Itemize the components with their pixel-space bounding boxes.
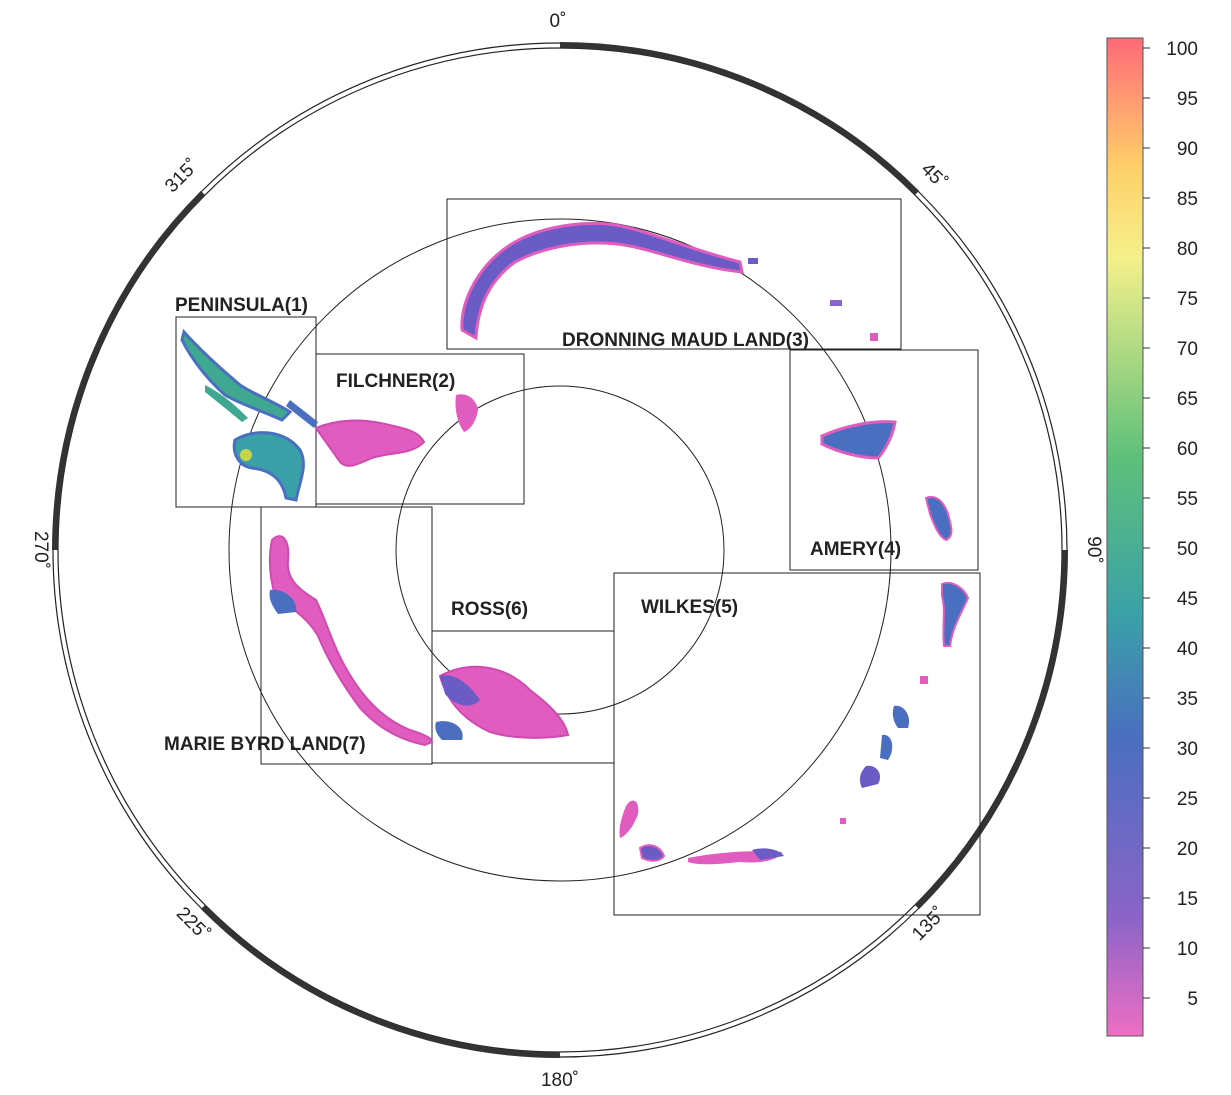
colorbar-tick-label: 30 xyxy=(1177,739,1198,760)
marie-byrd-coast-blob xyxy=(268,535,434,747)
amery-east-blob xyxy=(924,496,953,542)
lon-label-90: 90˚ xyxy=(1083,536,1104,563)
colorbar-tick-label: 25 xyxy=(1177,789,1198,810)
colorbar-tick-label: 75 xyxy=(1177,289,1198,310)
colorbar-ticks: 100 95 90 85 80 75 70 65 60 55 50 45 40 35 30 25 20 15 10 5 xyxy=(1143,39,1198,1010)
box-wilkes xyxy=(613,572,981,916)
colorbar-tick-label: 10 xyxy=(1177,939,1198,960)
colorbar-tick-label: 85 xyxy=(1177,189,1198,210)
colorbar-tick-label: 35 xyxy=(1177,689,1198,710)
dronning-coast-blob xyxy=(460,221,744,341)
colorbar-tick-label: 95 xyxy=(1177,89,1198,110)
colorbar-tick-label: 60 xyxy=(1177,439,1198,460)
box-amery xyxy=(789,349,979,571)
latitude-circle-outer xyxy=(228,218,892,882)
region-label-ross: ROSS(6) xyxy=(451,599,528,620)
ross-blob xyxy=(438,665,570,739)
peninsula-blob xyxy=(180,328,293,422)
colorbar-tick-label: 80 xyxy=(1177,239,1198,260)
colorbar-tick-label: 5 xyxy=(1187,989,1198,1010)
amery-blob xyxy=(820,420,897,460)
wilkes-south-blob xyxy=(638,844,666,862)
colorbar-tick-label: 55 xyxy=(1177,489,1198,510)
colorbar-tick-label: 90 xyxy=(1177,139,1198,160)
colorbar-tick-label: 40 xyxy=(1177,639,1198,660)
region-label-amery: AMERY(4) xyxy=(810,539,901,560)
lon-label-315: 315˚ xyxy=(161,155,203,197)
wilkes-east-blob xyxy=(941,582,970,647)
lon-label-0: 0˚ xyxy=(550,11,567,32)
box-marie-byrd xyxy=(260,506,433,765)
lon-label-270: 270˚ xyxy=(30,531,51,569)
filchner-blob xyxy=(314,419,426,467)
region-label-filchner: FILCHNER(2) xyxy=(336,371,455,392)
colorbar: 100 95 90 85 80 75 70 65 60 55 50 45 40 35 30 25 20 15 10 5 xyxy=(1106,37,1198,1037)
colorbar-tick-label: 65 xyxy=(1177,389,1198,410)
colorbar-tick-label: 20 xyxy=(1177,839,1198,860)
colorbar-tick-label: 15 xyxy=(1177,889,1198,910)
outer-frame-ring xyxy=(52,42,1068,1058)
lon-label-180: 180˚ xyxy=(541,1070,579,1091)
latitude-circle-inner xyxy=(395,385,725,715)
lon-label-45: 45˚ xyxy=(917,159,951,193)
region-label-wilkes: WILKES(5) xyxy=(641,597,738,618)
region-label-dronning: DRONNING MAUD LAND(3) xyxy=(562,330,809,351)
colorbar-tick-label: 70 xyxy=(1177,339,1198,360)
region-label-marie-byrd: MARIE BYRD LAND(7) xyxy=(164,734,366,755)
ice-data-layer xyxy=(180,221,970,865)
region-boxes xyxy=(175,198,981,916)
lon-label-135: 135˚ xyxy=(908,903,950,945)
colorbar-tick-label: 50 xyxy=(1177,539,1198,560)
peninsula-lower-blob xyxy=(232,431,305,502)
colorbar-gradient xyxy=(1106,37,1144,1037)
colorbar-tick-label: 45 xyxy=(1177,589,1198,610)
box-dronning xyxy=(446,198,902,350)
region-label-peninsula: PENINSULA(1) xyxy=(175,295,308,316)
colorbar-tick-label: 100 xyxy=(1166,39,1198,60)
